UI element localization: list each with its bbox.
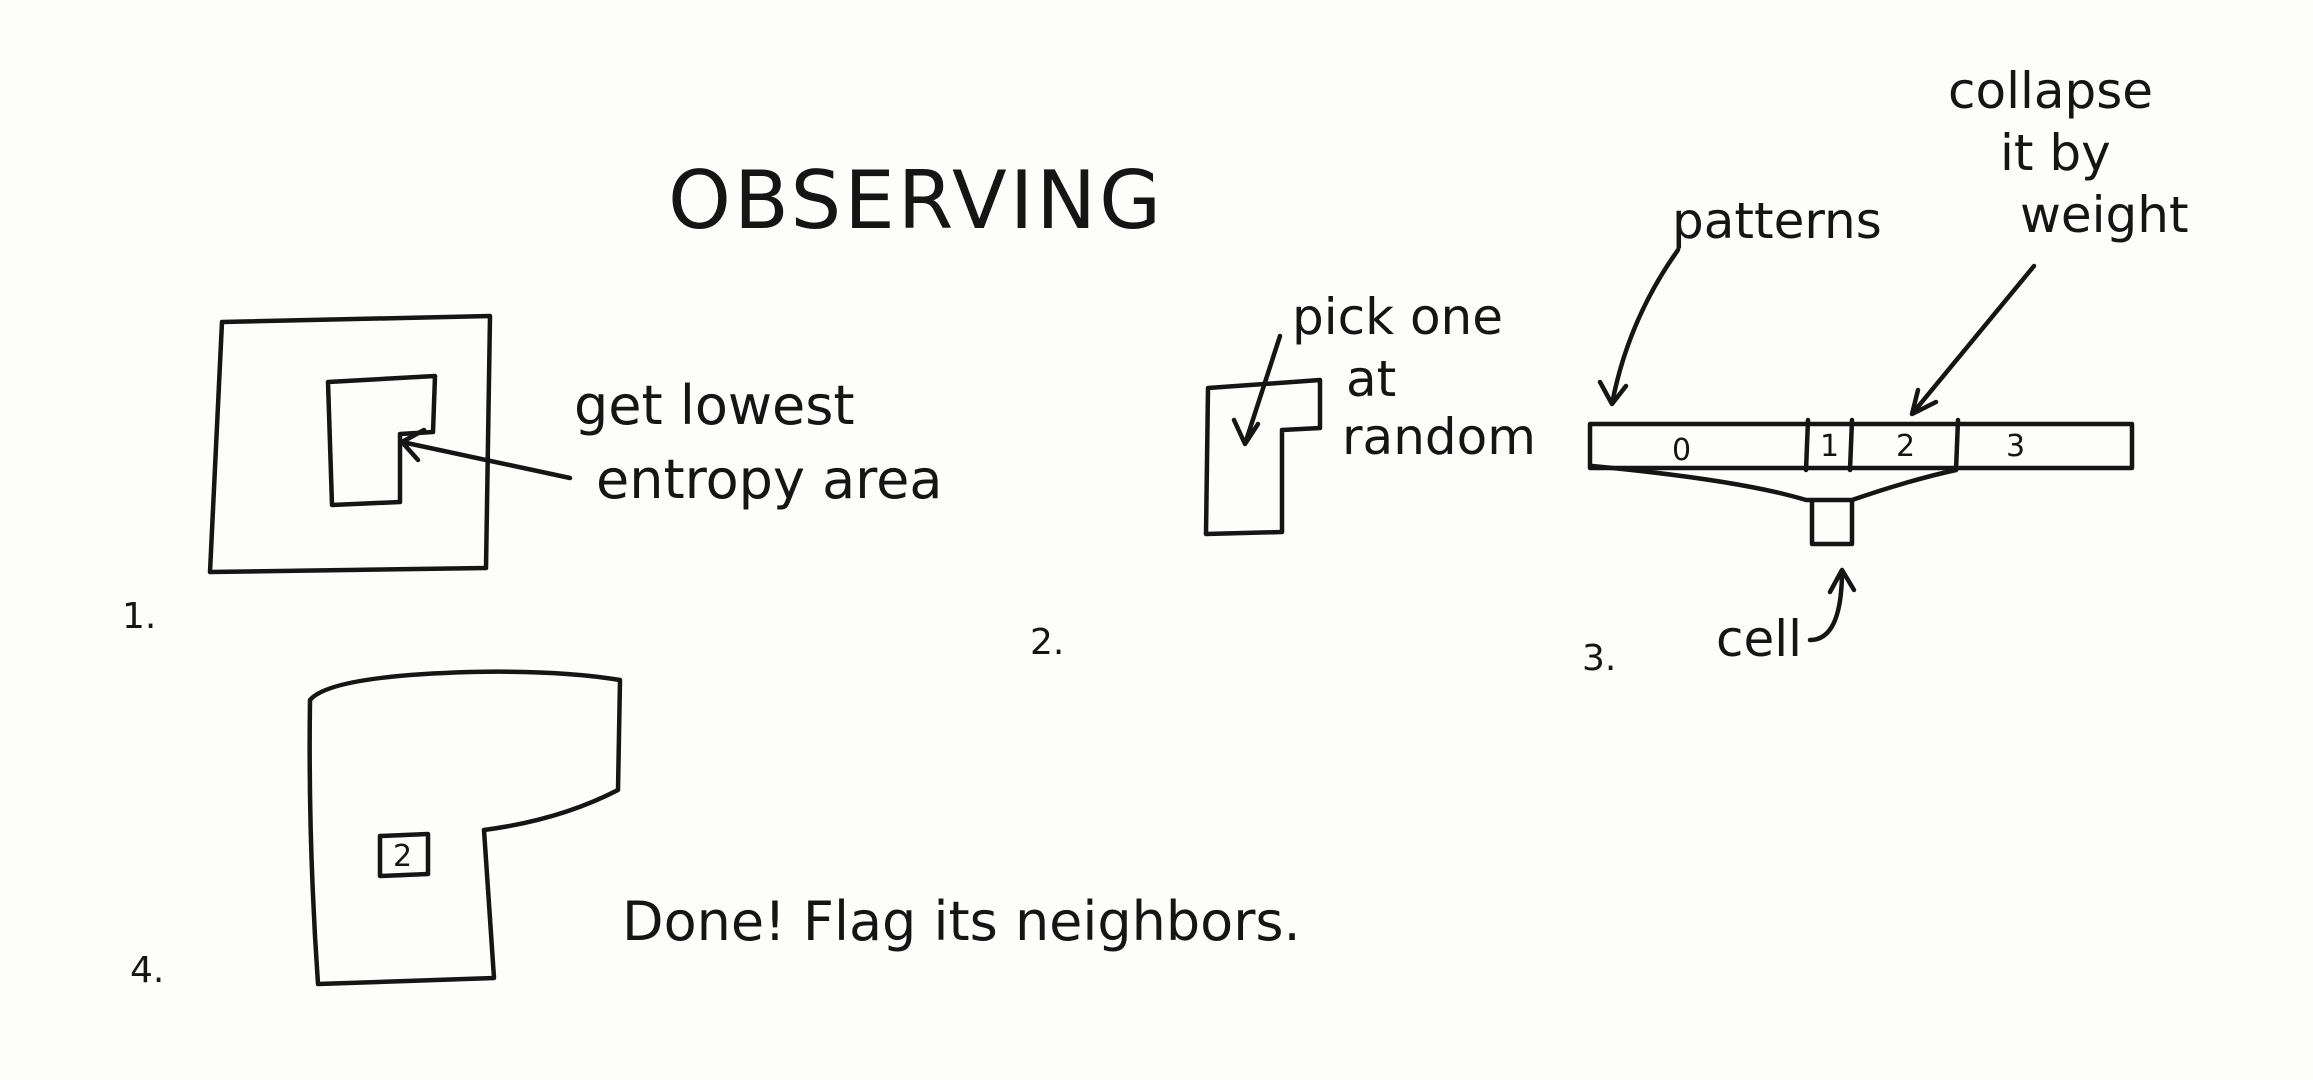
- step-1-lowest-entropy-region: [325, 373, 438, 508]
- pattern-cell-1: 1: [1820, 429, 1839, 464]
- patterns-bar-dividers: [1803, 417, 1961, 473]
- pattern-cell-2: 2: [1896, 429, 1915, 464]
- step-2-arrow: [1231, 333, 1283, 447]
- step-1-number: 1.: [122, 596, 156, 637]
- collapse-label-line-1: collapse: [1948, 62, 2153, 120]
- collapse-label-line-3: weight: [2020, 186, 2189, 244]
- step-2-region: [1203, 333, 1323, 537]
- step-2-label-line-1: pick one: [1292, 288, 1503, 346]
- step-1-arrow: [399, 427, 573, 481]
- step-3-number: 3.: [1582, 638, 1616, 679]
- collapse-arrow: [1909, 263, 2037, 417]
- step-2-label-line-2: at: [1346, 350, 1396, 408]
- step-1-grid: [207, 313, 573, 575]
- step-2-region-outline: [1203, 377, 1323, 537]
- diagram-title: OBSERVING: [668, 154, 1164, 247]
- step-1-outer-square: [207, 313, 493, 575]
- patterns-bar-outline: [1587, 421, 2135, 471]
- pattern-cell-3: 3: [2006, 429, 2025, 464]
- collapse-label-line-2: it by: [2000, 124, 2111, 182]
- step-4-number: 4.: [130, 950, 164, 991]
- step-1-label-line-2: entropy area: [596, 448, 943, 511]
- step-3-patterns-bar: [1587, 247, 2135, 643]
- pattern-cell-0: 0: [1672, 433, 1691, 468]
- step-1-label-line-1: get lowest: [574, 374, 855, 437]
- step-4-region: [307, 669, 623, 987]
- cell-connector-lines: [1589, 463, 1959, 547]
- step-2-number: 2.: [1030, 622, 1064, 663]
- patterns-label: patterns: [1672, 192, 1882, 250]
- step-2-label-line-3: random: [1342, 408, 1536, 466]
- step-4-collapsed-cell: [377, 831, 431, 879]
- cell-arrow: [1807, 567, 1857, 643]
- cell-label: cell: [1716, 610, 1802, 668]
- patterns-arrow: [1597, 247, 1681, 407]
- step-4-cell-value: 2: [393, 839, 412, 874]
- step-4-label: Done! Flag its neighbors.: [622, 890, 1301, 953]
- step-4-region-outline: [307, 669, 623, 987]
